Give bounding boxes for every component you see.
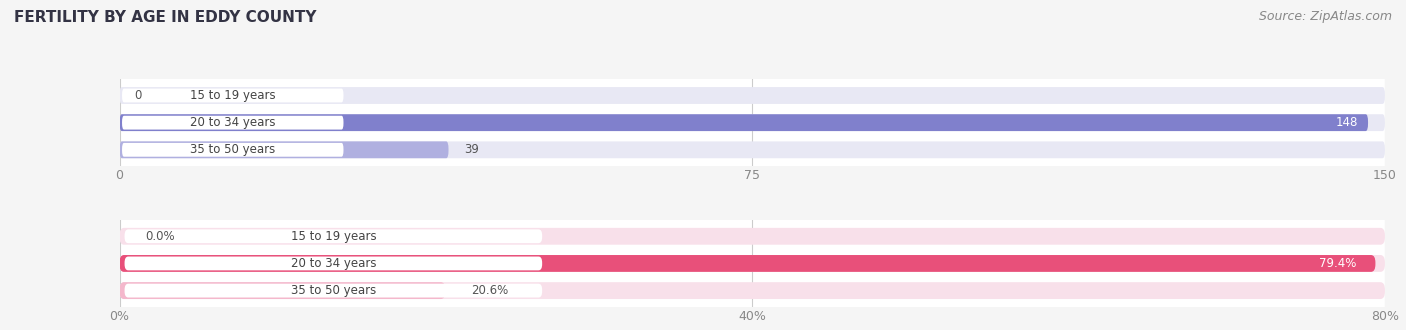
FancyBboxPatch shape bbox=[120, 228, 1385, 245]
Text: 39: 39 bbox=[464, 143, 478, 156]
FancyBboxPatch shape bbox=[125, 284, 543, 298]
Text: 35 to 50 years: 35 to 50 years bbox=[291, 284, 375, 297]
FancyBboxPatch shape bbox=[120, 141, 449, 158]
Text: 79.4%: 79.4% bbox=[1319, 257, 1357, 270]
Text: 20 to 34 years: 20 to 34 years bbox=[190, 116, 276, 129]
FancyBboxPatch shape bbox=[122, 116, 343, 130]
FancyBboxPatch shape bbox=[122, 143, 343, 157]
FancyBboxPatch shape bbox=[120, 114, 1368, 131]
FancyBboxPatch shape bbox=[122, 88, 343, 102]
FancyBboxPatch shape bbox=[120, 141, 1385, 158]
Text: 20 to 34 years: 20 to 34 years bbox=[291, 257, 377, 270]
FancyBboxPatch shape bbox=[120, 282, 446, 299]
Text: 35 to 50 years: 35 to 50 years bbox=[190, 143, 276, 156]
Text: FERTILITY BY AGE IN EDDY COUNTY: FERTILITY BY AGE IN EDDY COUNTY bbox=[14, 10, 316, 25]
FancyBboxPatch shape bbox=[120, 282, 1385, 299]
Text: 0.0%: 0.0% bbox=[145, 230, 174, 243]
Text: 148: 148 bbox=[1336, 116, 1358, 129]
Text: Source: ZipAtlas.com: Source: ZipAtlas.com bbox=[1258, 10, 1392, 23]
FancyBboxPatch shape bbox=[120, 114, 1385, 131]
FancyBboxPatch shape bbox=[125, 229, 543, 243]
FancyBboxPatch shape bbox=[120, 255, 1385, 272]
Text: 20.6%: 20.6% bbox=[471, 284, 508, 297]
Text: 15 to 19 years: 15 to 19 years bbox=[190, 89, 276, 102]
FancyBboxPatch shape bbox=[120, 255, 1375, 272]
Text: 15 to 19 years: 15 to 19 years bbox=[291, 230, 377, 243]
FancyBboxPatch shape bbox=[125, 256, 543, 270]
Text: 0: 0 bbox=[135, 89, 142, 102]
FancyBboxPatch shape bbox=[120, 87, 1385, 104]
